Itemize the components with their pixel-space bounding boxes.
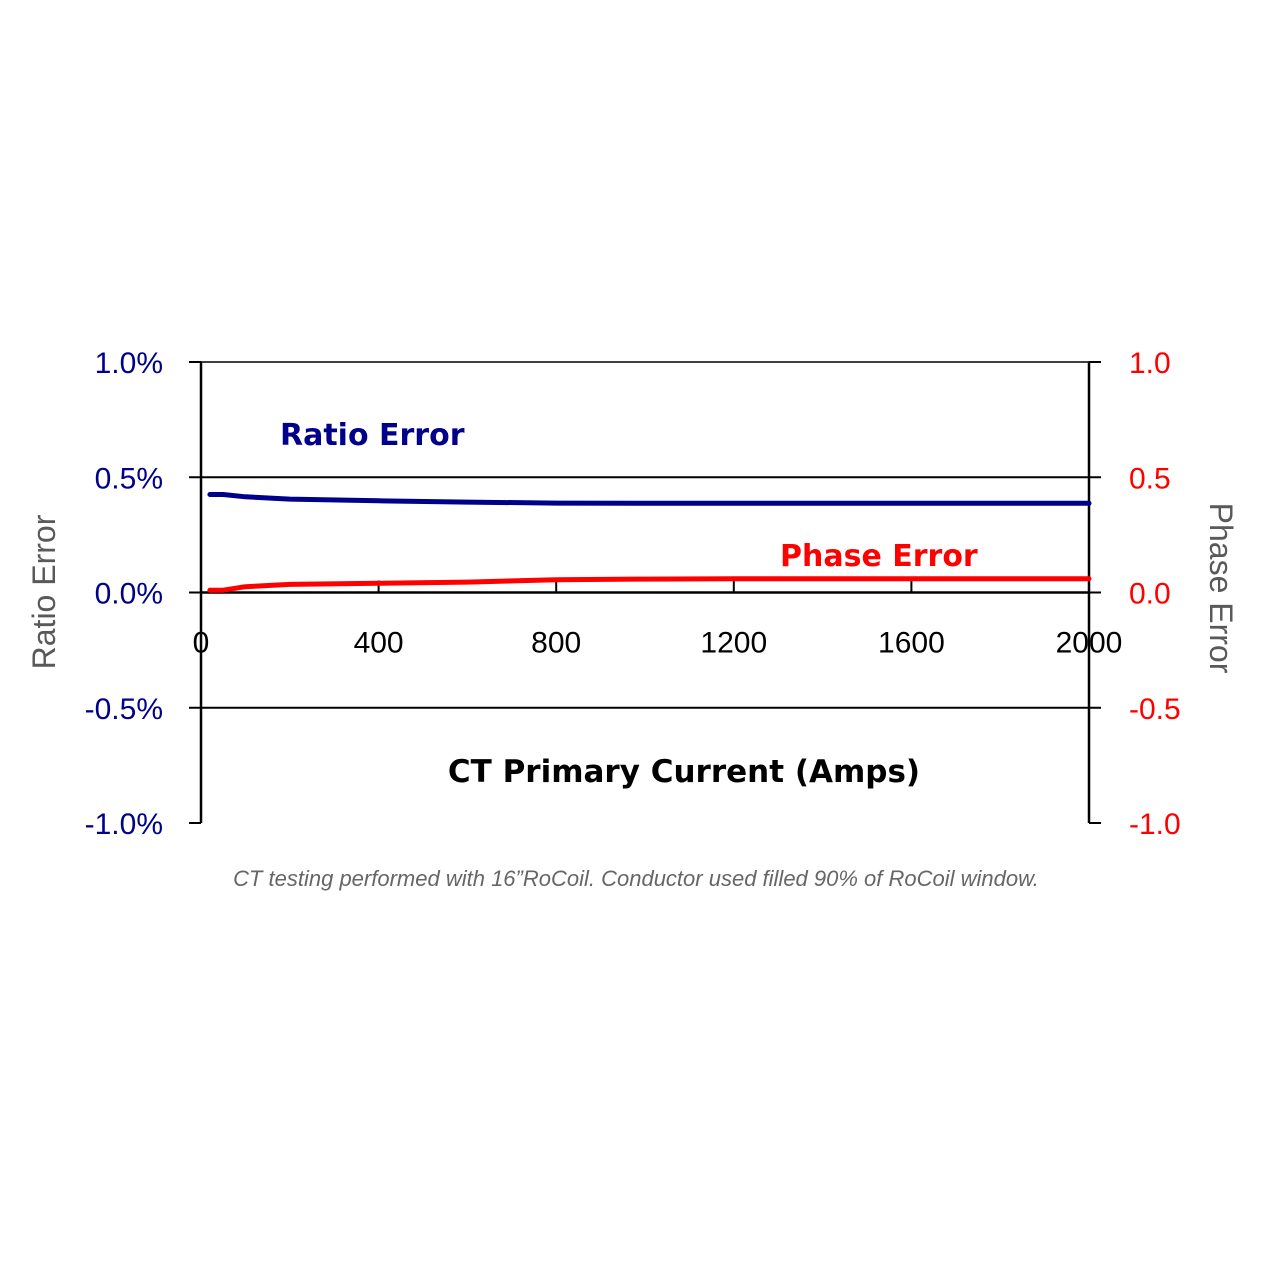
- x-tick-label-5: 2000: [1056, 627, 1123, 660]
- x-axis-title: CT Primary Current (Amps): [448, 754, 920, 790]
- series-line-phase-error: [207, 576, 1092, 593]
- y-tick-label-0: 1.0%: [95, 347, 163, 380]
- y2-axis-title: Phase Error: [1203, 503, 1239, 674]
- y2-tick-label-3: -0.5: [1129, 693, 1181, 726]
- x-tick-label-1: 400: [354, 627, 404, 660]
- y-axis-title: Ratio Error: [26, 514, 62, 669]
- y2-tick-label-4: -1.0: [1129, 808, 1181, 841]
- gridlines: [201, 361, 1089, 709]
- y2-tick-label-0: 1.0: [1129, 347, 1171, 380]
- series-label-ratio-error: Ratio Error: [280, 418, 465, 453]
- x-tick-label-2: 800: [531, 627, 581, 660]
- tick-labels: 1.0% 0.5% 0.0% -0.5% -1.0% 1.0 0.5 0.0 -0.5 -1.0 0…: [85, 347, 1181, 841]
- chart-caption: CT testing performed with 16”RoCoil. Con…: [233, 866, 1039, 891]
- series-lines: [207, 492, 1092, 593]
- x-tick-label-3: 1200: [700, 627, 767, 660]
- x-tick-label-4: 1600: [878, 627, 945, 660]
- series-label-phase-error: Phase Error: [780, 539, 978, 574]
- series-line-ratio-error: [207, 492, 1092, 506]
- y2-tick-label-1: 0.5: [1129, 462, 1171, 495]
- y-tick-label-4: -1.0%: [85, 808, 163, 841]
- y-tick-label-2: 0.0%: [95, 578, 163, 611]
- y-tick-label-1: 0.5%: [95, 462, 163, 495]
- y-tick-label-3: -0.5%: [85, 693, 163, 726]
- axes: [189, 361, 1101, 824]
- y2-tick-label-2: 0.0: [1129, 578, 1171, 611]
- x-tick-label-0: 0: [193, 627, 210, 660]
